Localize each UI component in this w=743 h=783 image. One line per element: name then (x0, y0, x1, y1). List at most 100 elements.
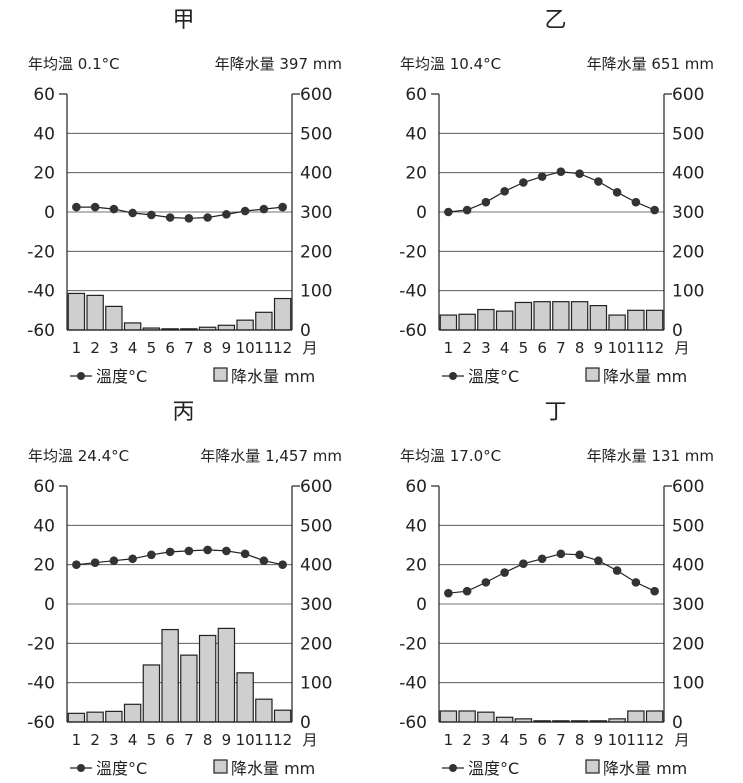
temperature-point (90, 202, 100, 212)
precipitation-bar (533, 301, 551, 331)
temperature-point (72, 560, 81, 569)
precipitation-bar (180, 654, 198, 723)
precipitation-bar (236, 672, 254, 723)
precipitation-tick-label: 100 (672, 282, 704, 302)
temperature-point (594, 556, 603, 566)
temperature-point (184, 213, 194, 223)
chart-title: 乙 (544, 8, 566, 33)
month-label: 9 (222, 731, 232, 749)
month-label: 4 (500, 339, 510, 357)
temperature-tick-label: 20 (405, 556, 427, 576)
precipitation-tick-label: 600 (300, 85, 332, 105)
month-label: 12 (645, 731, 664, 749)
temperature-point (444, 588, 453, 598)
month-unit-label: 月 (674, 339, 689, 357)
month-label: 11 (626, 731, 645, 749)
precipitation-bar (67, 292, 86, 331)
legend-precipitation-swatch (213, 367, 228, 382)
temperature-point (612, 566, 622, 575)
month-label: 6 (537, 731, 547, 749)
precipitation-tick-label: 200 (300, 634, 332, 654)
climograph-panel-bing: 丙年均溫 24.4°C 年降水量 1,457 mm 60 40 20 0 -20 -40 -60… (0, 392, 371, 783)
precipitation-bar (627, 710, 645, 723)
climograph-panel-jia: 甲年均溫 0.1°C 年降水量 397 mm 60 40 20 0 -20 -40 -60 600… (0, 0, 371, 391)
month-label: 1 (444, 339, 454, 357)
legend-precipitation-label: 降水量 mm (231, 367, 315, 386)
temperature-point (278, 202, 287, 212)
month-label: 11 (254, 339, 273, 357)
precipitation-tick-label: 0 (672, 713, 683, 733)
legend-temperature-label: 溫度°C (468, 367, 519, 386)
legend-precipitation-label: 降水量 mm (603, 759, 687, 778)
temperature-point (240, 549, 250, 559)
precipitation-bar (123, 703, 142, 723)
temperature-point (575, 550, 584, 560)
temperature-tick-label: -40 (27, 674, 55, 694)
chart-title: 甲 (172, 8, 194, 33)
precipitation-bar (627, 309, 645, 331)
month-label: 3 (109, 339, 119, 357)
month-label: 6 (165, 339, 175, 357)
precipitation-tick-label: 0 (672, 321, 683, 341)
month-label: 4 (128, 731, 138, 749)
month-label: 11 (626, 339, 645, 357)
precipitation-bar (645, 309, 664, 331)
temperature-tick-label: -20 (399, 242, 427, 262)
temperature-tick-label: -20 (27, 634, 55, 654)
legend-precipitation-label: 降水量 mm (231, 759, 315, 778)
temperature-tick-label: 60 (405, 85, 427, 105)
temperature-point (519, 178, 528, 187)
precipitation-tick-label: 300 (300, 203, 332, 223)
month-label: 10 (608, 339, 627, 357)
temperature-tick-label: 20 (33, 164, 55, 184)
temperature-point (444, 207, 453, 217)
precipitation-tick-label: 600 (672, 477, 704, 497)
temperature-tick-label: 60 (405, 477, 427, 497)
month-label: 5 (147, 339, 157, 357)
temperature-point (500, 187, 509, 196)
month-label: 12 (273, 339, 292, 357)
precipitation-tick-label: 400 (672, 556, 704, 576)
chart-title: 丙 (172, 400, 194, 425)
month-label: 2 (90, 731, 100, 749)
chart-title: 丁 (544, 400, 566, 425)
precipitation-bar (477, 308, 495, 331)
temperature-tick-label: -60 (399, 321, 427, 341)
temperature-point (165, 547, 175, 557)
temperature-tick-label: -40 (399, 674, 427, 694)
precipitation-tick-label: 400 (300, 556, 332, 576)
temperature-point (222, 210, 231, 219)
precipitation-bar (495, 716, 514, 723)
temperature-tick-label: -60 (399, 713, 427, 733)
month-label: 1 (72, 339, 82, 357)
temperature-tick-label: 20 (33, 556, 55, 576)
temperature-point (90, 558, 100, 567)
legend-temperature-label: 溫度°C (468, 759, 519, 778)
precipitation-bar (105, 305, 123, 331)
month-label: 3 (481, 731, 491, 749)
month-label: 3 (109, 731, 119, 749)
month-unit-label: 月 (674, 731, 689, 749)
temperature-line (76, 206, 283, 219)
month-label: 10 (608, 731, 627, 749)
temperature-point (259, 204, 269, 214)
climograph-panel-yi: 乙年均溫 10.4°C 年降水量 651 mm 60 40 20 0 -20 -40 -60 60… (372, 0, 743, 391)
month-label: 7 (556, 339, 566, 357)
temperature-point (462, 586, 472, 596)
legend-precipitation-swatch (585, 759, 600, 774)
temperature-line (448, 553, 655, 594)
precipitation-tick-label: 500 (672, 516, 704, 536)
legend-temperature-label: 溫度°C (96, 367, 147, 386)
precipitation-bar (161, 628, 179, 723)
precipitation-bar (123, 322, 142, 331)
month-label: 11 (254, 731, 273, 749)
precipitation-tick-label: 600 (300, 477, 332, 497)
month-label: 7 (184, 339, 194, 357)
precipitation-tick-label: 600 (672, 85, 704, 105)
month-unit-label: 月 (302, 731, 317, 749)
temperature-point (481, 578, 491, 587)
precipitation-bar (273, 297, 292, 331)
